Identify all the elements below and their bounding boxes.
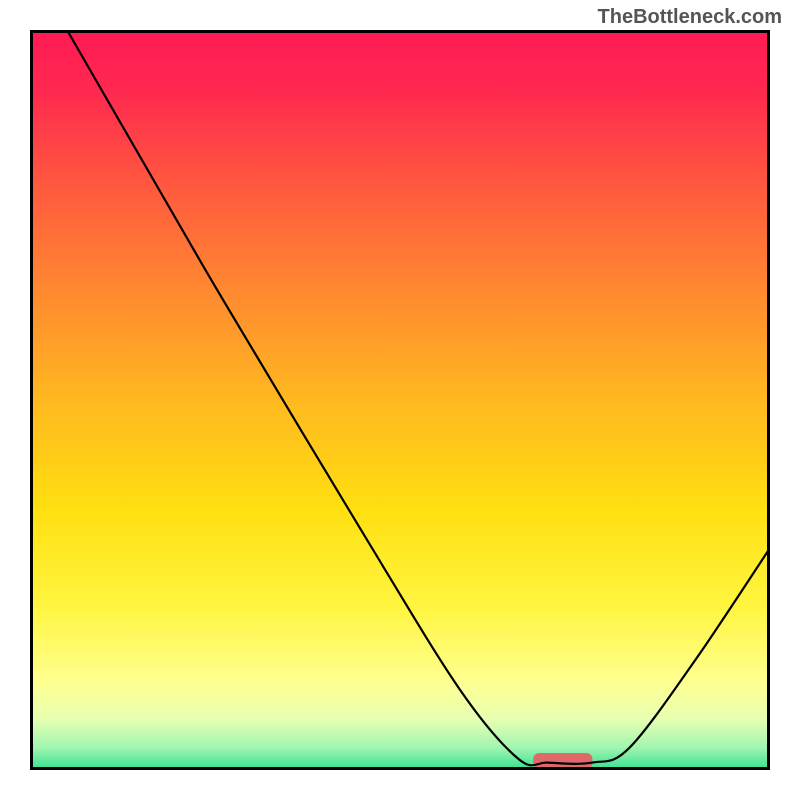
chart-background: [30, 30, 770, 770]
chart-svg: [30, 30, 770, 770]
bottleneck-chart: [30, 30, 770, 770]
optimal-marker: [533, 753, 592, 769]
watermark-text: TheBottleneck.com: [598, 6, 782, 29]
